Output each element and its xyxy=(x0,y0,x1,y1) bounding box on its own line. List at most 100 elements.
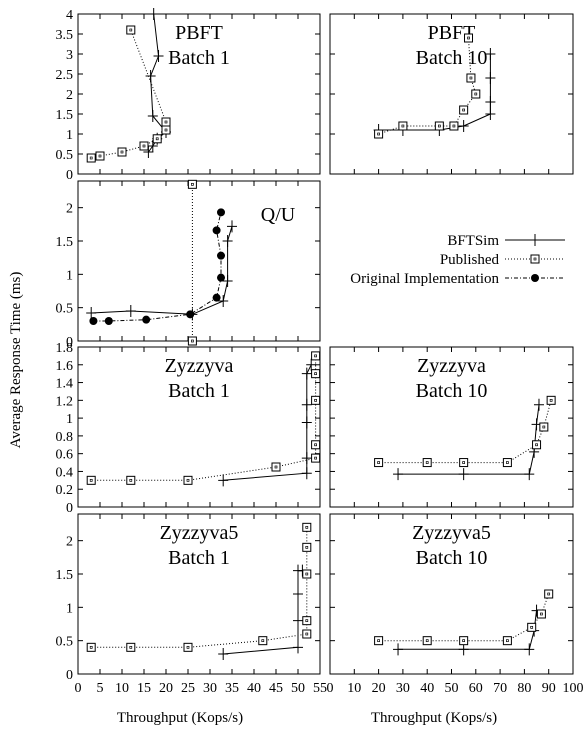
y-tick-label: 1.2 xyxy=(56,394,74,409)
series-line-published xyxy=(378,593,550,642)
data-point-plus xyxy=(524,468,535,481)
data-point-square xyxy=(311,453,321,463)
data-point-square xyxy=(374,129,384,139)
series-published xyxy=(86,522,312,652)
data-point-square-inner xyxy=(186,645,190,649)
x-tick-label: 35 xyxy=(225,681,239,696)
data-point-square-inner xyxy=(462,639,465,643)
data-point-plus xyxy=(485,48,496,60)
x-tick-label: 100 xyxy=(563,681,584,696)
x-axis-label-right: Throughput (Kops/s) xyxy=(371,710,497,726)
y-tick-label: 2.5 xyxy=(56,68,74,83)
data-point-square xyxy=(302,616,312,626)
series-published xyxy=(187,179,197,346)
data-point-square xyxy=(183,475,193,485)
series-line-original-implementation xyxy=(93,212,222,322)
y-tick-label: 0.4 xyxy=(56,465,74,480)
data-point-square-inner xyxy=(462,461,465,464)
data-point-square-inner xyxy=(89,478,93,482)
legend-marker-original xyxy=(531,274,539,282)
y-tick-label: 2 xyxy=(66,535,73,550)
data-point-plus xyxy=(293,641,303,654)
y-tick-label: 0 xyxy=(66,501,73,516)
data-point-square xyxy=(502,458,512,468)
data-point-square xyxy=(311,369,321,379)
legend-item-bftsim: BFTSim xyxy=(447,233,565,249)
panel-pbft1: 0 0.5 1 1.5 2 2.5 3 3.5 4 PBFT Batch 1 xyxy=(56,8,321,183)
data-point-square-inner xyxy=(89,645,93,649)
data-point-square-inner xyxy=(547,592,551,596)
data-point-plus xyxy=(153,50,164,62)
legend-marker-bftsim xyxy=(529,234,541,246)
x-axis-label-left: Throughput (Kops/s) xyxy=(117,710,243,726)
data-point-square xyxy=(398,121,408,131)
data-point-plus xyxy=(524,643,535,656)
data-point-square xyxy=(161,117,171,127)
panel-zyz5_10: 0 10 20 30 40 50 60 70 80 90 100 Zyzzyva5 Batch 10 xyxy=(327,513,584,696)
panel-zyz10: Zyzzyva Batch 10 xyxy=(329,346,574,508)
y-tick-label: 1.8 xyxy=(56,341,74,356)
series-bftsim xyxy=(218,564,308,660)
data-point-plus xyxy=(301,416,312,429)
legend-item-original: Original Implementation xyxy=(350,271,565,287)
x-tick-label: 80 xyxy=(517,681,531,696)
data-point-square xyxy=(471,89,481,99)
data-point-square-inner xyxy=(469,76,473,80)
series-original-implementation xyxy=(89,208,225,325)
data-point-square xyxy=(546,395,556,405)
y-tick-label: 0 xyxy=(66,335,73,350)
data-point-dot xyxy=(217,251,225,260)
data-point-square-inner xyxy=(540,612,543,616)
x-tick-label: 10 xyxy=(347,681,361,696)
plot-frame xyxy=(77,513,321,675)
data-point-square xyxy=(434,121,444,131)
data-point-square-inner xyxy=(191,182,194,186)
y-tick-label: 0 xyxy=(66,168,73,183)
panel-title: Zyzzyva5 xyxy=(160,522,239,544)
data-point-square-inner xyxy=(191,339,194,343)
data-point-plus xyxy=(218,474,229,487)
data-point-square xyxy=(374,636,384,646)
data-point-plus xyxy=(293,614,303,627)
data-point-square-inner xyxy=(314,456,317,460)
data-point-square-inner xyxy=(129,645,133,649)
y-tick-label: 0.5 xyxy=(56,148,74,163)
y-tick-label: 2 xyxy=(66,88,73,103)
y-tick-label: 3 xyxy=(66,48,73,63)
data-point-square xyxy=(258,636,268,646)
panel-title: Q/U xyxy=(261,204,296,226)
data-point-square xyxy=(86,642,96,652)
data-point-square-inner xyxy=(305,619,309,623)
data-point-square-inner xyxy=(535,443,538,447)
x-tick-label: 20 xyxy=(159,681,173,696)
y-tick-label: 1 xyxy=(66,601,73,616)
data-point-square-inner xyxy=(129,478,133,482)
y-tick-label: 1 xyxy=(66,128,73,143)
legend-label-bftsim: BFTSim xyxy=(447,233,499,249)
series-line-bftsim xyxy=(223,364,312,481)
panel-title: Zyzzyva xyxy=(417,355,486,377)
data-point-square xyxy=(311,351,321,361)
data-point-square xyxy=(466,73,476,83)
y-tick-label: 0.5 xyxy=(56,302,74,317)
x-tick-label: 50 xyxy=(445,681,459,696)
y-tick-label: 2 xyxy=(66,202,73,217)
data-point-square xyxy=(161,125,171,135)
legend-marker-published-inner xyxy=(533,257,537,261)
x-tick-label: 50 xyxy=(291,681,305,696)
x-tick-label: 5 xyxy=(97,681,104,696)
y-tick-label: 0.2 xyxy=(56,483,74,498)
data-point-square-inner xyxy=(155,137,159,141)
data-point-plus xyxy=(485,72,496,84)
data-point-square xyxy=(187,179,197,189)
y-tick-label: 0.6 xyxy=(56,448,74,463)
data-point-square-inner xyxy=(425,461,429,464)
x-tick-label: 30 xyxy=(396,681,410,696)
data-point-dot xyxy=(217,273,225,282)
x-tick-label: 25 xyxy=(181,681,195,696)
data-point-plus xyxy=(301,452,312,465)
series-bftsim xyxy=(393,398,544,481)
y-tick-label: 3.5 xyxy=(56,28,74,43)
y-tick-label: 4 xyxy=(66,8,73,23)
panel-zyz1: 0 0.2 0.4 0.6 0.8 1 1.2 1.4 1.6 1.8 Zyzzyva Batch 1 xyxy=(56,341,321,516)
